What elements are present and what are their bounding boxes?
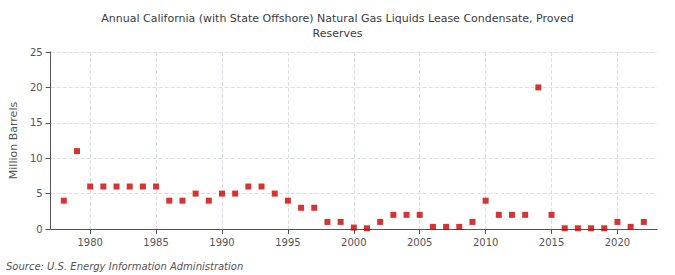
svg-text:1980: 1980 [77,237,102,248]
svg-text:Source: U.S. Energy Informatio: Source: U.S. Energy Information Administ… [6,261,243,272]
svg-text:25: 25 [30,47,43,58]
svg-text:2005: 2005 [407,237,432,248]
svg-text:5: 5 [36,188,42,199]
svg-text:Reserves: Reserves [313,27,363,40]
svg-text:Annual California (with State: Annual California (with State Offshore) … [101,12,573,25]
svg-text:20: 20 [30,82,43,93]
svg-text:1995: 1995 [275,237,300,248]
svg-text:0: 0 [36,224,42,235]
svg-text:Million Barrels: Million Barrels [7,102,20,180]
svg-text:2015: 2015 [539,237,564,248]
svg-text:2020: 2020 [605,237,630,248]
svg-text:1990: 1990 [209,237,234,248]
svg-text:2010: 2010 [473,237,498,248]
svg-text:2000: 2000 [341,237,366,248]
svg-text:15: 15 [30,117,43,128]
svg-text:1985: 1985 [143,237,168,248]
svg-text:10: 10 [30,153,43,164]
